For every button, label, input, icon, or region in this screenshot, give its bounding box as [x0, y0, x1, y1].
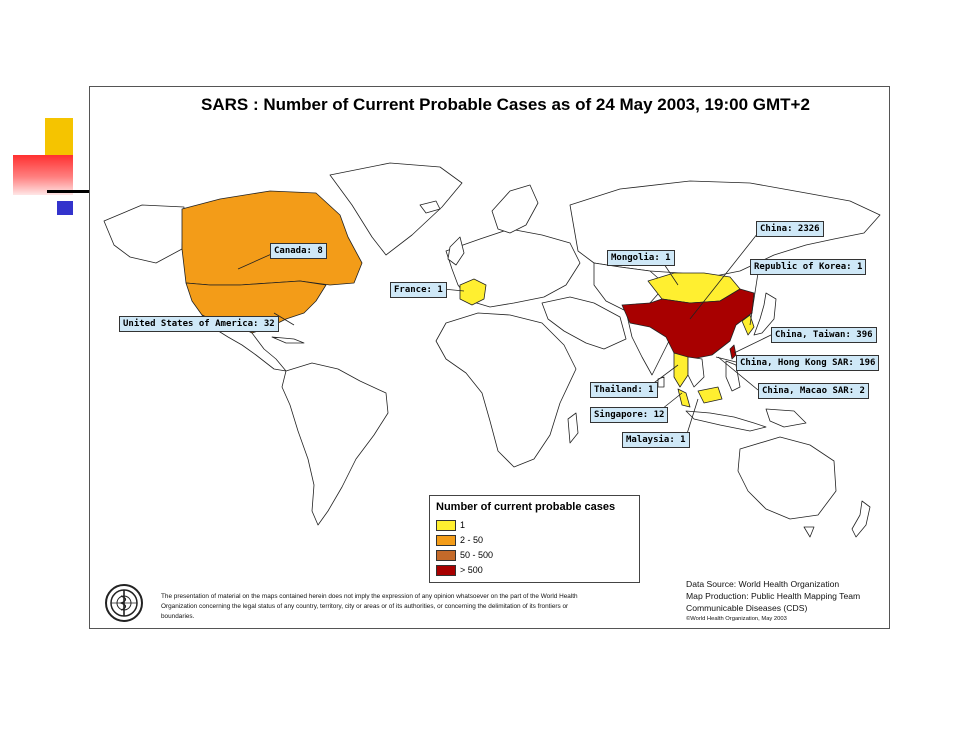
- label-republic-of-korea: Republic of Korea: 1: [750, 259, 867, 275]
- copyright: ©World Health Organization, May 2003: [686, 616, 787, 622]
- legend-swatch-over-500: [436, 564, 456, 576]
- label-malaysia: Malaysia: 1: [622, 432, 690, 448]
- label-usa: United States of America: 32: [119, 316, 279, 332]
- source-line-2: Map Production: Public Health Mapping Te…: [686, 591, 861, 601]
- slide-decoration-red: [13, 155, 73, 195]
- middle-east-shape: [541, 296, 627, 350]
- greenland-shape: [329, 162, 463, 256]
- legend-swatch-2-50: [436, 534, 456, 546]
- slide-decoration-line: [47, 190, 90, 193]
- south-america-shape: [281, 362, 389, 526]
- legend-label-2-50: 2 - 50: [460, 535, 484, 545]
- alaska-shape: [103, 204, 185, 264]
- source-line-3: Communicable Diseases (CDS): [686, 603, 808, 613]
- legend-label-over-500: > 500: [460, 565, 483, 575]
- who-emblem-icon: [105, 584, 143, 622]
- label-china: China: 2326: [756, 221, 824, 237]
- legend-title: Number of current probable cases: [436, 501, 616, 513]
- legend-swatch-1: [436, 519, 456, 531]
- africa-shape: [435, 312, 577, 468]
- slide-decoration-yellow: [45, 118, 73, 158]
- thailand-shape: [673, 352, 689, 388]
- legend-row-1: 1: [436, 519, 465, 531]
- data-source-block: Data Source: World Health Organization M…: [686, 578, 860, 624]
- map-disclaimer: The presentation of material on the maps…: [161, 593, 578, 620]
- legend-row-2-50: 2 - 50: [436, 534, 483, 546]
- label-china-hong-kong: China, Hong Kong SAR: 196: [736, 355, 880, 371]
- map-legend: Number of current probable cases 1 2 - 5…: [429, 495, 640, 583]
- legend-label-1: 1: [460, 520, 466, 530]
- source-line-1: Data Source: World Health Organization: [686, 579, 840, 589]
- label-france: France: 1: [390, 282, 447, 298]
- world-map: [103, 162, 881, 538]
- legend-label-50-500: 50 - 500: [460, 550, 494, 560]
- france-shape: [459, 278, 487, 306]
- australia-shape: [737, 436, 837, 520]
- label-china-taiwan: China, Taiwan: 396: [771, 327, 877, 343]
- label-mongolia: Mongolia: 1: [607, 250, 675, 266]
- legend-swatch-50-500: [436, 549, 456, 561]
- legend-row-50-500: 50 - 500: [436, 549, 493, 561]
- canada-shape: [181, 190, 363, 286]
- china-shape: [621, 288, 755, 360]
- map-title: SARS : Number of Current Probable Cases …: [201, 95, 810, 114]
- label-thailand: Thailand: 1: [590, 382, 658, 398]
- malaysia-shape: [677, 386, 723, 408]
- legend-row-over-500: > 500: [436, 564, 483, 576]
- label-china-macao: China, Macao SAR: 2: [758, 383, 869, 399]
- label-singapore: Singapore: 12: [590, 407, 669, 423]
- map-frame: SARS : Number of Current Probable Cases …: [89, 86, 890, 629]
- label-canada: Canada: 8: [270, 243, 327, 259]
- slide-decoration-blue: [57, 201, 73, 215]
